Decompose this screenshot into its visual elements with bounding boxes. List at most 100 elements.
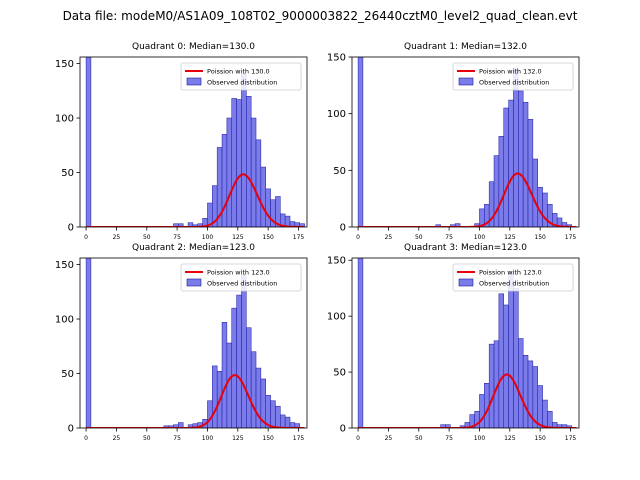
y-tick-label: 150 [55,59,74,70]
y-tick-label: 0 [340,424,346,435]
legend-label-poisson: Poission with 132.0 [479,68,542,76]
x-tick-label: 150 [534,234,546,241]
y-tick-label: 150 [327,256,346,267]
histogram-bar [454,223,461,227]
legend: Poission with 132.0 Observed distribution [452,62,574,91]
histogram-bar [226,117,232,227]
histogram-bar [518,90,524,227]
x-tick-label: 0 [84,234,88,241]
legend-box [452,263,574,292]
histogram-bar [522,102,529,227]
histogram-bar [221,134,228,227]
histogram-bar [250,351,257,428]
histogram-bar [246,327,252,428]
legend: Poission with 130.0 Observed distribution [180,62,302,91]
histogram-bar [532,158,538,227]
legend-label-observed: Observed distribution [479,79,549,87]
x-tick-label: 125 [232,435,244,442]
axes-frame [351,56,580,228]
histogram-bar [270,400,276,428]
x-tick-label: 150 [262,234,274,241]
quadrant-2-panel: Quadrant 2: Median=123.0 0 25 50 75 100 125 150… [55,243,308,442]
histogram-bar [542,399,548,428]
legend-label-observed: Observed distribution [207,280,277,288]
axes-frame [79,56,308,228]
histogram-bar [207,400,213,428]
quadrant-2-title: Quadrant 2: Median=123.0 [132,243,255,253]
legend-bar-swatch [186,278,202,287]
y-tick-label: 100 [55,114,74,125]
x-tick-label: 25 [385,435,393,442]
histogram-bar [275,196,281,227]
histogram-bar [357,258,364,428]
histogram-bar [85,258,92,428]
y-tick-label: 100 [327,109,346,120]
x-tick-label: 25 [113,234,121,241]
y-tick-label: 50 [333,368,346,379]
histogram-bar [241,275,247,428]
histogram-bar [527,119,534,227]
legend-label-observed: Observed distribution [479,280,549,288]
y-tick-label: 100 [327,312,346,323]
x-tick-label: 0 [356,234,360,241]
histogram-bar [498,136,504,227]
y-tick-label: 0 [68,424,74,435]
y-tick-label: 0 [68,223,74,234]
x-tick-label: 75 [445,234,453,241]
histogram-bar [178,223,184,227]
x-tick-label: 50 [415,435,423,442]
legend-bar-swatch [458,278,474,287]
x-tick-label: 100 [474,435,486,442]
histogram-bar [498,293,504,428]
x-tick-label: 175 [293,435,305,442]
poisson-curve [86,374,305,428]
histogram-bar [284,416,291,428]
x-tick-label: 25 [385,234,393,241]
x-tick-label: 75 [445,435,453,442]
x-tick-label: 175 [565,435,577,442]
legend-label-poisson: Poission with 123.0 [207,269,270,277]
x-tick-label: 25 [113,435,121,442]
histogram-bar [357,57,364,227]
histogram-bar [265,188,271,227]
x-tick-label: 75 [173,435,181,442]
x-tick-label: 0 [356,435,360,442]
legend-box [180,62,302,91]
histogram-bar [231,98,237,227]
y-tick-label: 50 [333,166,346,177]
x-tick-label: 50 [143,234,151,241]
x-tick-label: 125 [504,234,516,241]
axes-frame [351,257,580,429]
legend-label-poisson: Poission with 123.0 [479,269,542,277]
x-tick-label: 175 [565,234,577,241]
histogram-bar [236,99,242,227]
quadrant-0-panel: Quadrant 0: Median=130.0 0 25 50 75 100 125 150… [55,42,308,241]
histogram-bar [513,287,519,428]
y-tick-label: 50 [61,168,74,179]
histogram-bar [435,224,441,227]
histogram-bar [503,107,509,227]
histogram-bar [479,394,485,428]
quadrant-3-title: Quadrant 3: Median=123.0 [404,243,527,253]
histogram-bar [231,307,237,428]
legend: Poission with 123.0 Observed distribution [180,263,302,292]
quadrant-1-plot-area [357,57,577,227]
histogram-bar [226,342,232,428]
histogram-bar [503,304,509,428]
histogram-bar [542,192,548,227]
y-tick-label: 0 [340,223,346,234]
axes-frame [79,257,308,429]
legend-bar-swatch [186,77,202,86]
histogram-bar [221,322,228,428]
histogram-bar [241,74,247,227]
y-tick-label: 50 [61,369,74,380]
x-tick-label: 150 [534,435,546,442]
legend-box [180,263,302,292]
x-tick-label: 50 [415,234,423,241]
x-tick-label: 125 [504,435,516,442]
x-tick-label: 100 [202,435,214,442]
histogram-bar [488,343,495,428]
histogram-bar [518,338,524,428]
x-tick-label: 175 [293,234,305,241]
